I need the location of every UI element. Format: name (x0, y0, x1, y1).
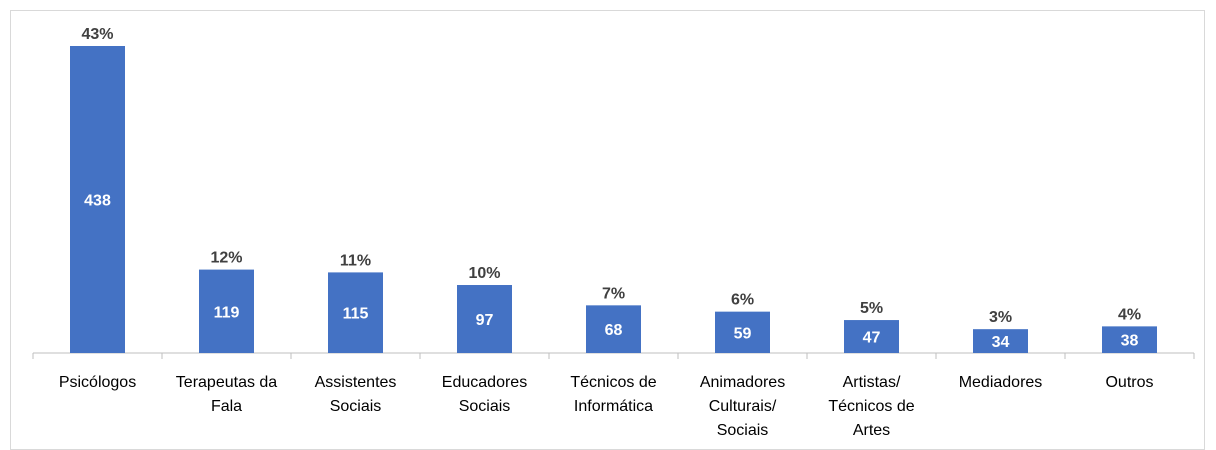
bar-value-label: 59 (734, 325, 752, 342)
category-label: Assistentes Sociais (315, 374, 397, 415)
bar-value-label: 34 (992, 334, 1010, 351)
bar (199, 269, 254, 353)
bar (328, 272, 383, 353)
bar-percent-label: 11% (340, 252, 371, 269)
bar-percent-label: 12% (210, 250, 242, 267)
bar (844, 320, 899, 353)
category-label: Terapeutas da Fala (176, 374, 278, 415)
bar-percent-label: 5% (860, 300, 883, 317)
category-label: Outros (1105, 374, 1153, 391)
bar-percent-label: 7% (602, 285, 625, 302)
bar-percent-label: 4% (1118, 306, 1141, 323)
bar-value-label: 115 (343, 306, 369, 323)
bar (70, 46, 125, 353)
bar (715, 311, 770, 353)
category-label: Psicólogos (59, 374, 136, 391)
bars (70, 46, 1157, 353)
bar-percent-label: 3% (989, 309, 1012, 326)
category-label: Animadores Culturais/Sociais (700, 374, 785, 439)
bar (457, 285, 512, 353)
bar-value-label: 47 (863, 330, 881, 347)
data-labels: 438 43% 119 12% 115 11% 97 10% 68 7% 59 6% 47 5% 34 3% 3… (81, 26, 1141, 351)
bar (973, 329, 1028, 353)
category-label: Técnicos de Informática (570, 374, 656, 415)
category-labels: Psicólogos Terapeutas da Fala Assistentes So… (59, 374, 1154, 439)
bar-value-label: 119 (214, 304, 240, 321)
chart-frame: 438 43% 119 12% 115 11% 97 10% 68 7% 59 6% 47 5% 34 3% 3… (10, 10, 1205, 450)
bar (1102, 326, 1157, 353)
bar (586, 305, 641, 353)
bar-value-label: 97 (476, 312, 494, 329)
category-label: Artistas/Técnicos de Artes (828, 374, 914, 439)
x-axis-ticks (32, 353, 1195, 359)
category-label: Mediadores (959, 374, 1043, 391)
bar-chart: 438 43% 119 12% 115 11% 97 10% 68 7% 59 6% 47 5% 34 3% 3… (32, 26, 1195, 439)
bar-value-label: 38 (1121, 333, 1139, 350)
bar-value-label: 68 (605, 322, 623, 339)
bar-percent-label: 43% (81, 26, 113, 43)
bar-value-label: 438 (84, 193, 111, 210)
bar-percent-label: 10% (468, 265, 500, 282)
category-label: Educadores Sociais (442, 374, 527, 415)
bar-percent-label: 6% (731, 292, 754, 309)
